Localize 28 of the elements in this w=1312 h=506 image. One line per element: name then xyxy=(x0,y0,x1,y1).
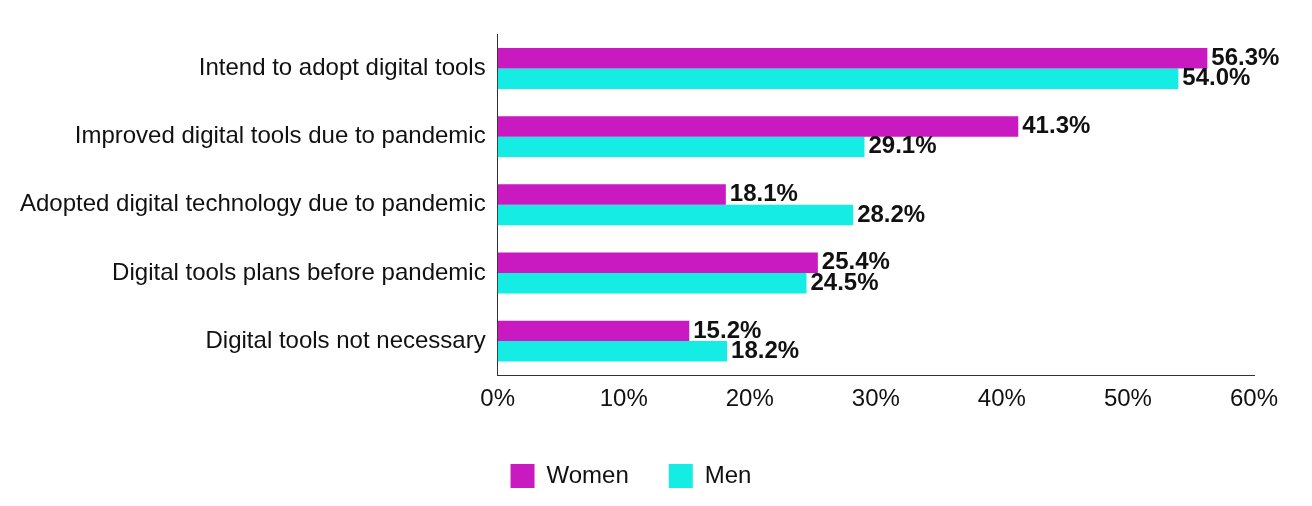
bar xyxy=(497,272,807,294)
x-tick-label: 0% xyxy=(480,384,516,412)
y-tick-label: Digital tools not necessary xyxy=(205,325,486,353)
y-tick-label: Digital tools plans before pandemic xyxy=(112,257,486,285)
bar xyxy=(497,252,818,273)
y-tick-label: Intend to adopt digital tools xyxy=(198,53,486,81)
y-tick-label: Adopted digital technology due to pandemic xyxy=(20,189,486,217)
bar xyxy=(497,68,1179,89)
legend-label: Men xyxy=(704,460,752,488)
y-tick-label: Improved digital tools due to pandemic xyxy=(74,121,486,149)
bar xyxy=(497,48,1208,69)
bar xyxy=(497,184,726,205)
x-tick-label: 20% xyxy=(725,384,774,412)
data-label: 18.1% xyxy=(729,179,798,207)
bar xyxy=(497,320,690,342)
bar xyxy=(497,204,854,226)
x-tick-label: 30% xyxy=(851,384,900,412)
data-label: 41.3% xyxy=(1022,111,1091,139)
bar xyxy=(497,116,1019,137)
bar xyxy=(497,136,865,158)
legend-label: Women xyxy=(546,460,629,488)
bar xyxy=(497,341,728,362)
x-tick-label: 50% xyxy=(1103,384,1152,412)
x-tick-label: 60% xyxy=(1229,384,1279,412)
x-tick-label: 10% xyxy=(599,384,648,412)
data-label: 28.2% xyxy=(857,199,926,227)
x-tick-label: 40% xyxy=(977,384,1026,412)
data-label: 29.1% xyxy=(868,131,937,159)
